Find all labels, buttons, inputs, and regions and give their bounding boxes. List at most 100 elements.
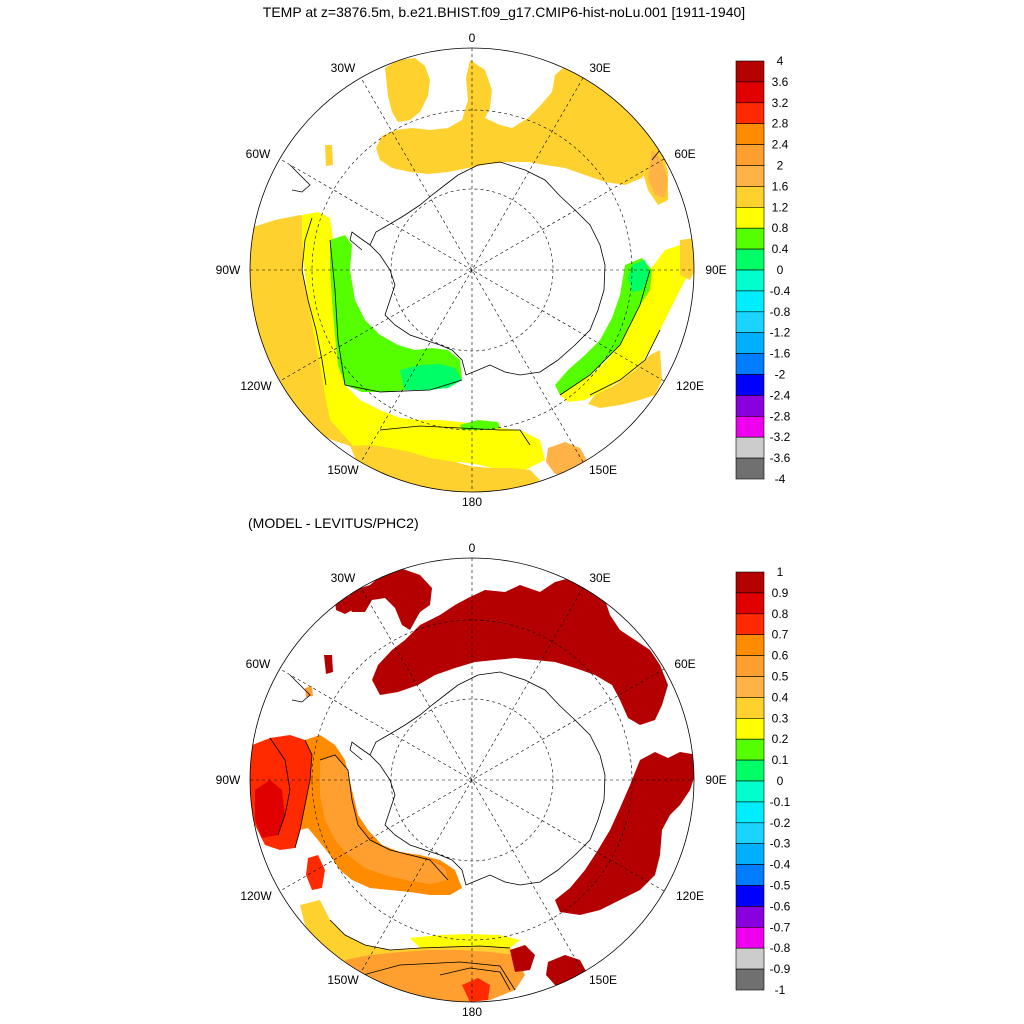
bottom-region-small-darkred: [324, 655, 333, 674]
top-colorbar-box: [735, 207, 765, 229]
bottom-colorbar-box: [735, 592, 765, 615]
top-region-pacific-green: [330, 235, 462, 392]
top-colorbar-box: [735, 374, 765, 396]
top-colorbar-label: -1.2: [770, 326, 791, 340]
top-region-indian-ne-orange: [648, 150, 668, 198]
top-map-field: [250, 48, 694, 492]
bottom-colorbar-box: [735, 947, 765, 970]
bottom-colorbar-label: -0.7: [770, 920, 791, 934]
bottom-lon-label: 90E: [705, 773, 726, 787]
top-region-indian-yellow: [560, 245, 694, 402]
top-colorbar-label: -2.4: [770, 388, 791, 402]
top-panel-title: TEMP at z=3876.5m, b.e21.BHIST.f09_g17.C…: [263, 4, 745, 20]
bottom-colorbar-box: [735, 822, 765, 844]
bottom-colorbar-box: [735, 926, 765, 949]
bottom-colorbar-label: 0.4: [772, 690, 789, 704]
top-map-frame: [249, 47, 695, 493]
top-colorbar-label: 3.6: [772, 75, 789, 89]
top-lon-label: 90W: [216, 263, 241, 277]
top-colorbar-label: -0.8: [770, 305, 791, 319]
top-region-pacific-teal: [400, 364, 462, 390]
bottom-lon-label: 90W: [216, 773, 241, 787]
top-colorbar-label: 0: [777, 263, 784, 277]
top-colorbar-label: -2.8: [770, 409, 791, 423]
bottom-colorbar-label: 0: [777, 774, 784, 788]
bottom-south-america: [289, 674, 311, 703]
top-region-indian-se-orange: [588, 350, 662, 408]
bottom-colorbar-label: -0.3: [770, 837, 791, 851]
bottom-longitude-labels: 0 30E 60E 90E 120E 150E 180 150W 120W 90…: [216, 541, 727, 1019]
bottom-colorbar-label: 0.7: [772, 628, 789, 642]
top-colorbar-label: 1.2: [772, 200, 789, 214]
top-region-indian-green: [555, 258, 652, 395]
top-colorbar-box: [735, 248, 765, 271]
top-colorbar-label: 0.8: [772, 221, 789, 235]
top-colorbar-label: 4: [777, 54, 784, 68]
top-colorbar-label: -0.4: [770, 284, 791, 298]
bottom-colorbar-label: -0.5: [770, 879, 791, 893]
bottom-colorbar-label: -1: [775, 983, 786, 997]
top-region-atlantic: [385, 58, 430, 122]
bottom-lon-label: 60W: [246, 657, 271, 671]
top-colorbar-box: [735, 60, 765, 83]
bottom-colorbar-box: [735, 613, 765, 635]
bottom-colorbar-label: 0.3: [772, 711, 789, 725]
bottom-colorbar-box: [735, 759, 765, 782]
bottom-colorbar-box: [735, 697, 765, 719]
top-contours: [301, 149, 661, 446]
top-colorbar-box: [735, 332, 765, 354]
top-colorbar-box: [735, 186, 765, 208]
top-colorbar-box: [735, 415, 765, 438]
top-colorbar-label: -1.6: [770, 347, 791, 361]
top-south-america: [289, 164, 311, 193]
top-colorbar-box: [735, 436, 765, 459]
top-colorbar-label: 3.2: [772, 96, 789, 110]
top-region-small-patch: [325, 145, 333, 166]
bottom-colorbar-label: -0.6: [770, 899, 791, 913]
bottom-colorbar-box: [735, 676, 765, 698]
top-antarctic-peninsula: [349, 231, 371, 251]
bottom-lon-label: 180: [462, 1005, 482, 1019]
bottom-colorbar-box: [735, 968, 765, 991]
bottom-colorbar-label: -0.2: [770, 816, 791, 830]
bottom-lon-label: 150W: [327, 973, 359, 987]
top-colorbar-label: -3.2: [770, 430, 791, 444]
bottom-panel-title: (MODEL - LEVITUS/PHC2): [248, 515, 419, 531]
bottom-colorbar-box: [735, 571, 765, 594]
top-colorbar-box: [735, 353, 765, 375]
bottom-region-ross-yellow: [410, 934, 520, 948]
bottom-antarctica-outline: [369, 671, 606, 886]
bottom-region-ross-darkred: [510, 945, 535, 972]
bottom-lon-label: 30E: [589, 571, 610, 585]
bottom-antarctic-peninsula: [349, 741, 371, 761]
top-region-pacific-south: [350, 445, 540, 492]
top-colorbar-box: [735, 123, 765, 145]
bottom-colorbar-label: 0.6: [772, 649, 789, 663]
top-region-weddell: [376, 55, 650, 185]
top-colorbar-label: -2: [775, 368, 786, 382]
bottom-colorbar-box: [735, 655, 765, 677]
bottom-colorbar: 1 0.9 0.8 0.7 0.6 0.5 0.4 0.3 0.2 0.1 0 -0.1 -0.2 -0.…: [735, 565, 791, 997]
bottom-map-panel: (MODEL - LEVITUS/PHC2): [216, 515, 791, 1019]
top-region-ross-green: [460, 420, 500, 430]
bottom-colorbar-label: -0.8: [770, 941, 791, 955]
top-longitude-labels: 0 30E 60E 90E 120E 150E 180 150W 120W 90…: [216, 31, 727, 509]
bottom-colorbar-box: [735, 801, 765, 824]
top-colorbar-box: [735, 227, 765, 250]
bottom-colorbar-box: [735, 780, 765, 803]
bottom-colorbar-label: 1: [777, 565, 784, 579]
top-lon-label: 120E: [676, 379, 704, 393]
top-colorbar-label: 0.4: [772, 242, 789, 256]
bottom-lon-label: 120E: [676, 889, 704, 903]
bottom-colorbar-label: 0.1: [772, 753, 789, 767]
bottom-lon-label: 30W: [331, 571, 356, 585]
bottom-colorbar-box: [735, 843, 765, 865]
top-region-ross-yellow: [470, 430, 530, 462]
bottom-colorbar-label: 0.2: [772, 732, 789, 746]
bottom-region-ross-red: [462, 978, 490, 1002]
bottom-region-weddell-darkred: [372, 578, 668, 725]
top-map-panel: TEMP at z=3876.5m, b.e21.BHIST.f09_g17.C…: [216, 4, 791, 509]
top-lon-label: 30E: [589, 61, 610, 75]
bottom-colorbar-box: [735, 634, 765, 656]
bottom-region-atlantic-darkred: [345, 568, 432, 630]
